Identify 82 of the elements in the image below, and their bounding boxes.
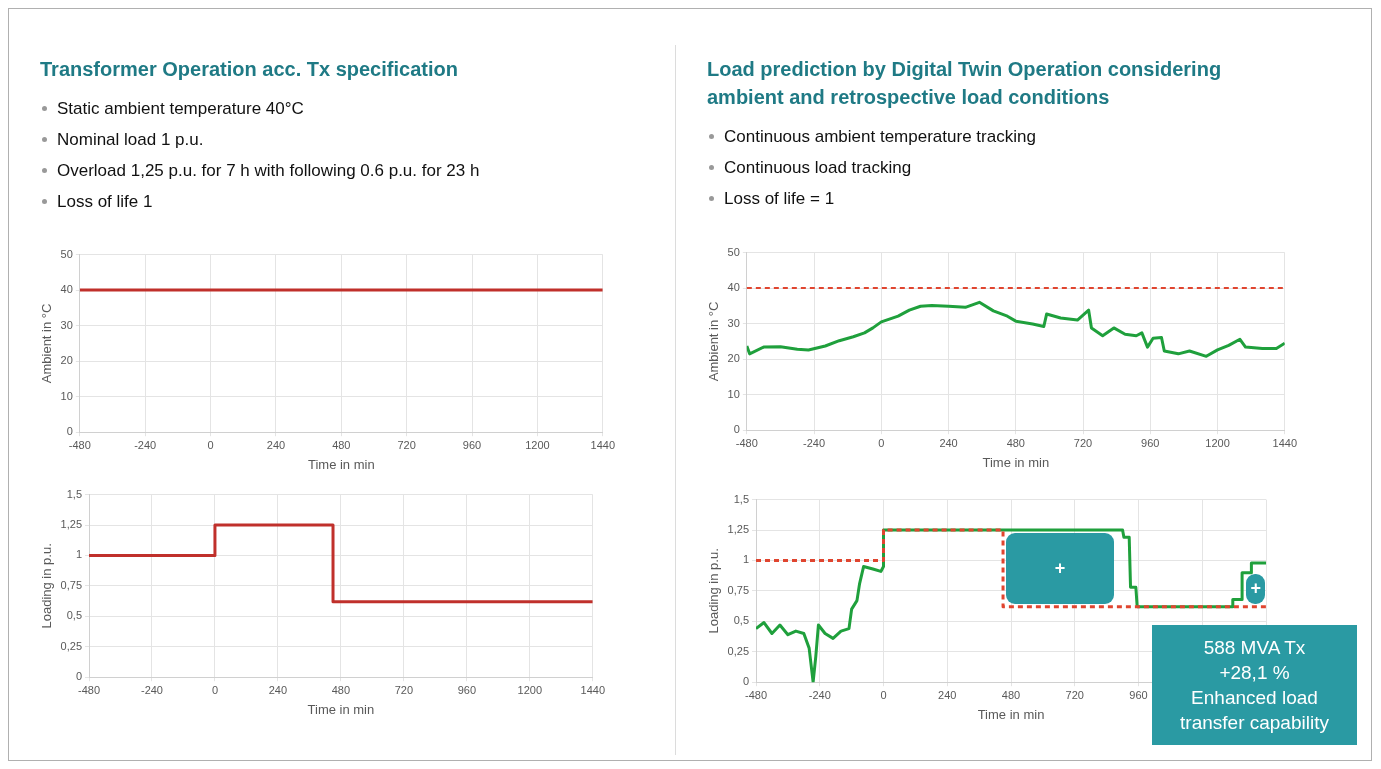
y-tick-label: 0 bbox=[75, 670, 83, 683]
x-axis-title: Time in min bbox=[977, 706, 1045, 722]
y-tick-label: 0,5 bbox=[66, 609, 83, 622]
annotation: + bbox=[1250, 578, 1262, 600]
y-tick-label: 0,75 bbox=[60, 578, 83, 591]
y-tick-label: 0,25 bbox=[60, 639, 83, 652]
rounded-box: + bbox=[1005, 533, 1114, 604]
y-tick-label: 40 bbox=[60, 283, 73, 296]
y-tick-label: 50 bbox=[60, 247, 73, 260]
x-tick-label: 1200 bbox=[517, 683, 543, 696]
x-tick-label: -240 bbox=[134, 438, 157, 451]
y-tick-label: 40 bbox=[727, 281, 740, 294]
y-tick-label: 1 bbox=[75, 548, 83, 561]
x-tick-label: -480 bbox=[68, 438, 91, 451]
x-tick-label: -240 bbox=[808, 688, 831, 701]
y-axis-title: Ambient in °C bbox=[39, 303, 55, 384]
y-tick-label: 1,25 bbox=[727, 523, 750, 536]
y-tick-label: 10 bbox=[727, 387, 740, 400]
y-tick-label: 20 bbox=[60, 354, 73, 367]
x-tick-label: 1440 bbox=[580, 683, 606, 696]
x-tick-label: 480 bbox=[1001, 688, 1021, 701]
x-tick-label: 960 bbox=[1141, 436, 1160, 449]
y-axis-title: Loading in p.u. bbox=[706, 548, 722, 634]
text: Nominal load 1 p.u. bbox=[57, 130, 204, 149]
x-tick-label: 720 bbox=[394, 683, 414, 696]
x-axis-title: Time in min bbox=[307, 701, 375, 717]
y-tick-label: 0 bbox=[742, 675, 750, 688]
chart-title: Load prediction by Digital Twin Operation considering ambient and retrospective load conditions bbox=[707, 57, 1223, 110]
y-tick-label: 30 bbox=[727, 316, 740, 329]
text: Overload 1,25 p.u. for 7 h with following 0.6 p.u. for 23 h bbox=[57, 161, 480, 180]
x-tick-label: -240 bbox=[140, 683, 163, 696]
x-tick-label: 960 bbox=[462, 438, 482, 451]
y-tick-label: 50 bbox=[727, 245, 740, 258]
y-tick-label: 1 bbox=[742, 553, 750, 566]
x-tick-label: 480 bbox=[1006, 436, 1025, 449]
x-tick-label: 960 bbox=[1129, 688, 1148, 701]
text: Loss of life 1 bbox=[57, 192, 153, 211]
y-tick-label: 1,5 bbox=[733, 492, 750, 505]
x-tick-label: 480 bbox=[331, 683, 351, 696]
y-tick-label: 0,5 bbox=[733, 614, 750, 627]
x-tick-label: 1440 bbox=[1272, 436, 1298, 449]
text: Continuous load tracking bbox=[724, 158, 912, 177]
x-tick-label: -480 bbox=[77, 683, 101, 696]
x-tick-label: 240 bbox=[266, 438, 286, 451]
x-tick-label: 960 bbox=[457, 683, 477, 696]
x-tick-label: 0 bbox=[211, 683, 219, 696]
y-tick-label: 10 bbox=[60, 389, 73, 402]
y-tick-label: 30 bbox=[60, 318, 73, 331]
x-tick-label: 240 bbox=[268, 683, 288, 696]
x-tick-label: 0 bbox=[878, 436, 885, 449]
y-tick-label: 20 bbox=[727, 352, 740, 365]
text: Loss of life = 1 bbox=[724, 189, 835, 208]
x-tick-label: 1200 bbox=[525, 438, 550, 451]
x-tick-label: 1440 bbox=[590, 438, 616, 451]
x-tick-label: 720 bbox=[397, 438, 416, 451]
text: Static ambient temperature 40°C bbox=[57, 99, 304, 118]
rounded-box: + bbox=[1246, 573, 1266, 604]
y-tick-label: 0,75 bbox=[727, 583, 750, 596]
y-axis-title: Loading in p.u. bbox=[39, 543, 55, 629]
x-tick-label: 0 bbox=[880, 688, 887, 701]
y-tick-label: 1,5 bbox=[66, 487, 83, 500]
y-tick-label: 1,25 bbox=[60, 518, 83, 531]
chart-title: Transformer Operation acc. Tx specification bbox=[40, 57, 459, 82]
x-tick-label: 720 bbox=[1065, 688, 1084, 701]
x-tick-label: -480 bbox=[735, 436, 758, 449]
y-axis-title: Ambient in °C bbox=[706, 301, 722, 382]
x-axis-title: Time in min bbox=[982, 454, 1050, 470]
x-tick-label: 0 bbox=[207, 438, 214, 451]
x-tick-label: 240 bbox=[939, 436, 958, 449]
y-tick-label: 0 bbox=[66, 425, 73, 438]
y-tick-label: 0 bbox=[733, 423, 740, 436]
y-tick-label: 0,25 bbox=[727, 644, 750, 657]
x-tick-label: 480 bbox=[332, 438, 351, 451]
annotation: 588 MVA Tx +28,1 % Enhanced load transfer capability bbox=[1152, 625, 1357, 745]
text: Continuous ambient temperature tracking bbox=[724, 127, 1036, 146]
x-tick-label: 240 bbox=[938, 688, 957, 701]
x-tick-label: 720 bbox=[1073, 436, 1093, 449]
x-tick-label: 1200 bbox=[1205, 436, 1230, 449]
annotation: + bbox=[1054, 558, 1066, 580]
x-tick-label: -480 bbox=[744, 688, 768, 701]
x-axis-title: Time in min bbox=[307, 456, 375, 472]
x-tick-label: -240 bbox=[803, 436, 826, 449]
